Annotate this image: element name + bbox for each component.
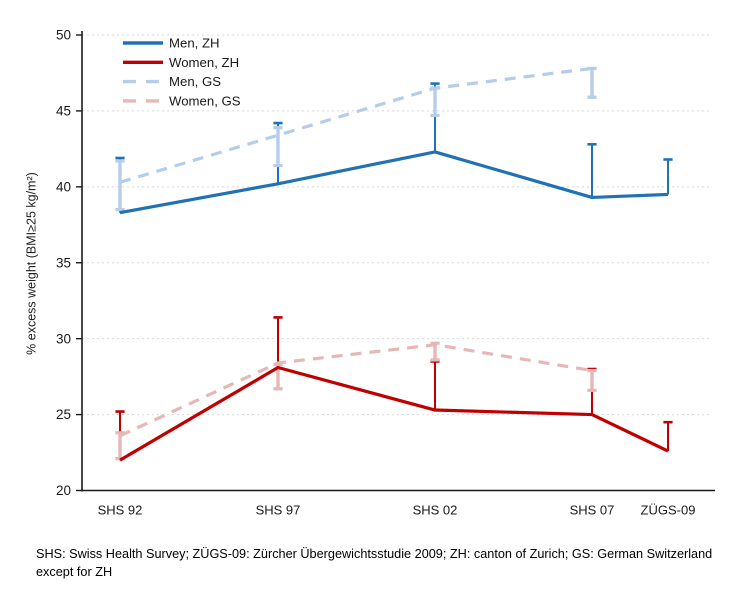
x-category-label: SHS 02 (413, 503, 458, 518)
y-axis-ticks: 20 25 30 35 40 45 50 (56, 28, 82, 498)
series-line-men-gs (119, 66, 593, 184)
y-tick-label: 40 (56, 179, 71, 194)
legend-label-women-zh: Women, ZH (169, 55, 239, 70)
y-tick-label: 50 (56, 28, 71, 43)
legend-label-men-gs: Men, GS (169, 74, 221, 89)
y-tick-label: 45 (56, 104, 71, 119)
series-line-women-gs (119, 343, 593, 438)
error-bars-men-gs (115, 66, 597, 212)
series-line-men-zh (119, 150, 669, 215)
legend: Men, ZH Women, ZH Men, GS Women, GS (123, 36, 241, 109)
line-chart: 20 25 30 35 40 45 50 SHS 92 SHS 97 SHS 02 SHS 07 ZÜ… (56, 28, 715, 518)
legend-label-women-gs: Women, GS (169, 94, 241, 109)
y-axis-title: % excess weight (BMI≥25 kg/m²) (24, 172, 39, 355)
y-tick-label: 35 (56, 255, 71, 270)
legend-label-men-zh: Men, ZH (169, 36, 220, 51)
x-category-label: SHS 97 (256, 503, 301, 518)
x-category-label: SHS 92 (98, 503, 143, 518)
series-line-women-zh (119, 365, 669, 462)
gridlines (82, 34, 711, 416)
x-category-label: ZÜGS-09 (641, 503, 696, 518)
chart-caption: SHS: Swiss Health Survey; ZÜGS-09: Zürch… (36, 547, 713, 580)
x-category-label: SHS 07 (570, 503, 615, 518)
x-axis-labels: SHS 92 SHS 97 SHS 02 SHS 07 ZÜGS-09 (98, 503, 696, 518)
y-tick-label: 20 (56, 483, 71, 498)
y-tick-label: 25 (56, 407, 71, 422)
y-tick-label: 30 (56, 331, 71, 346)
